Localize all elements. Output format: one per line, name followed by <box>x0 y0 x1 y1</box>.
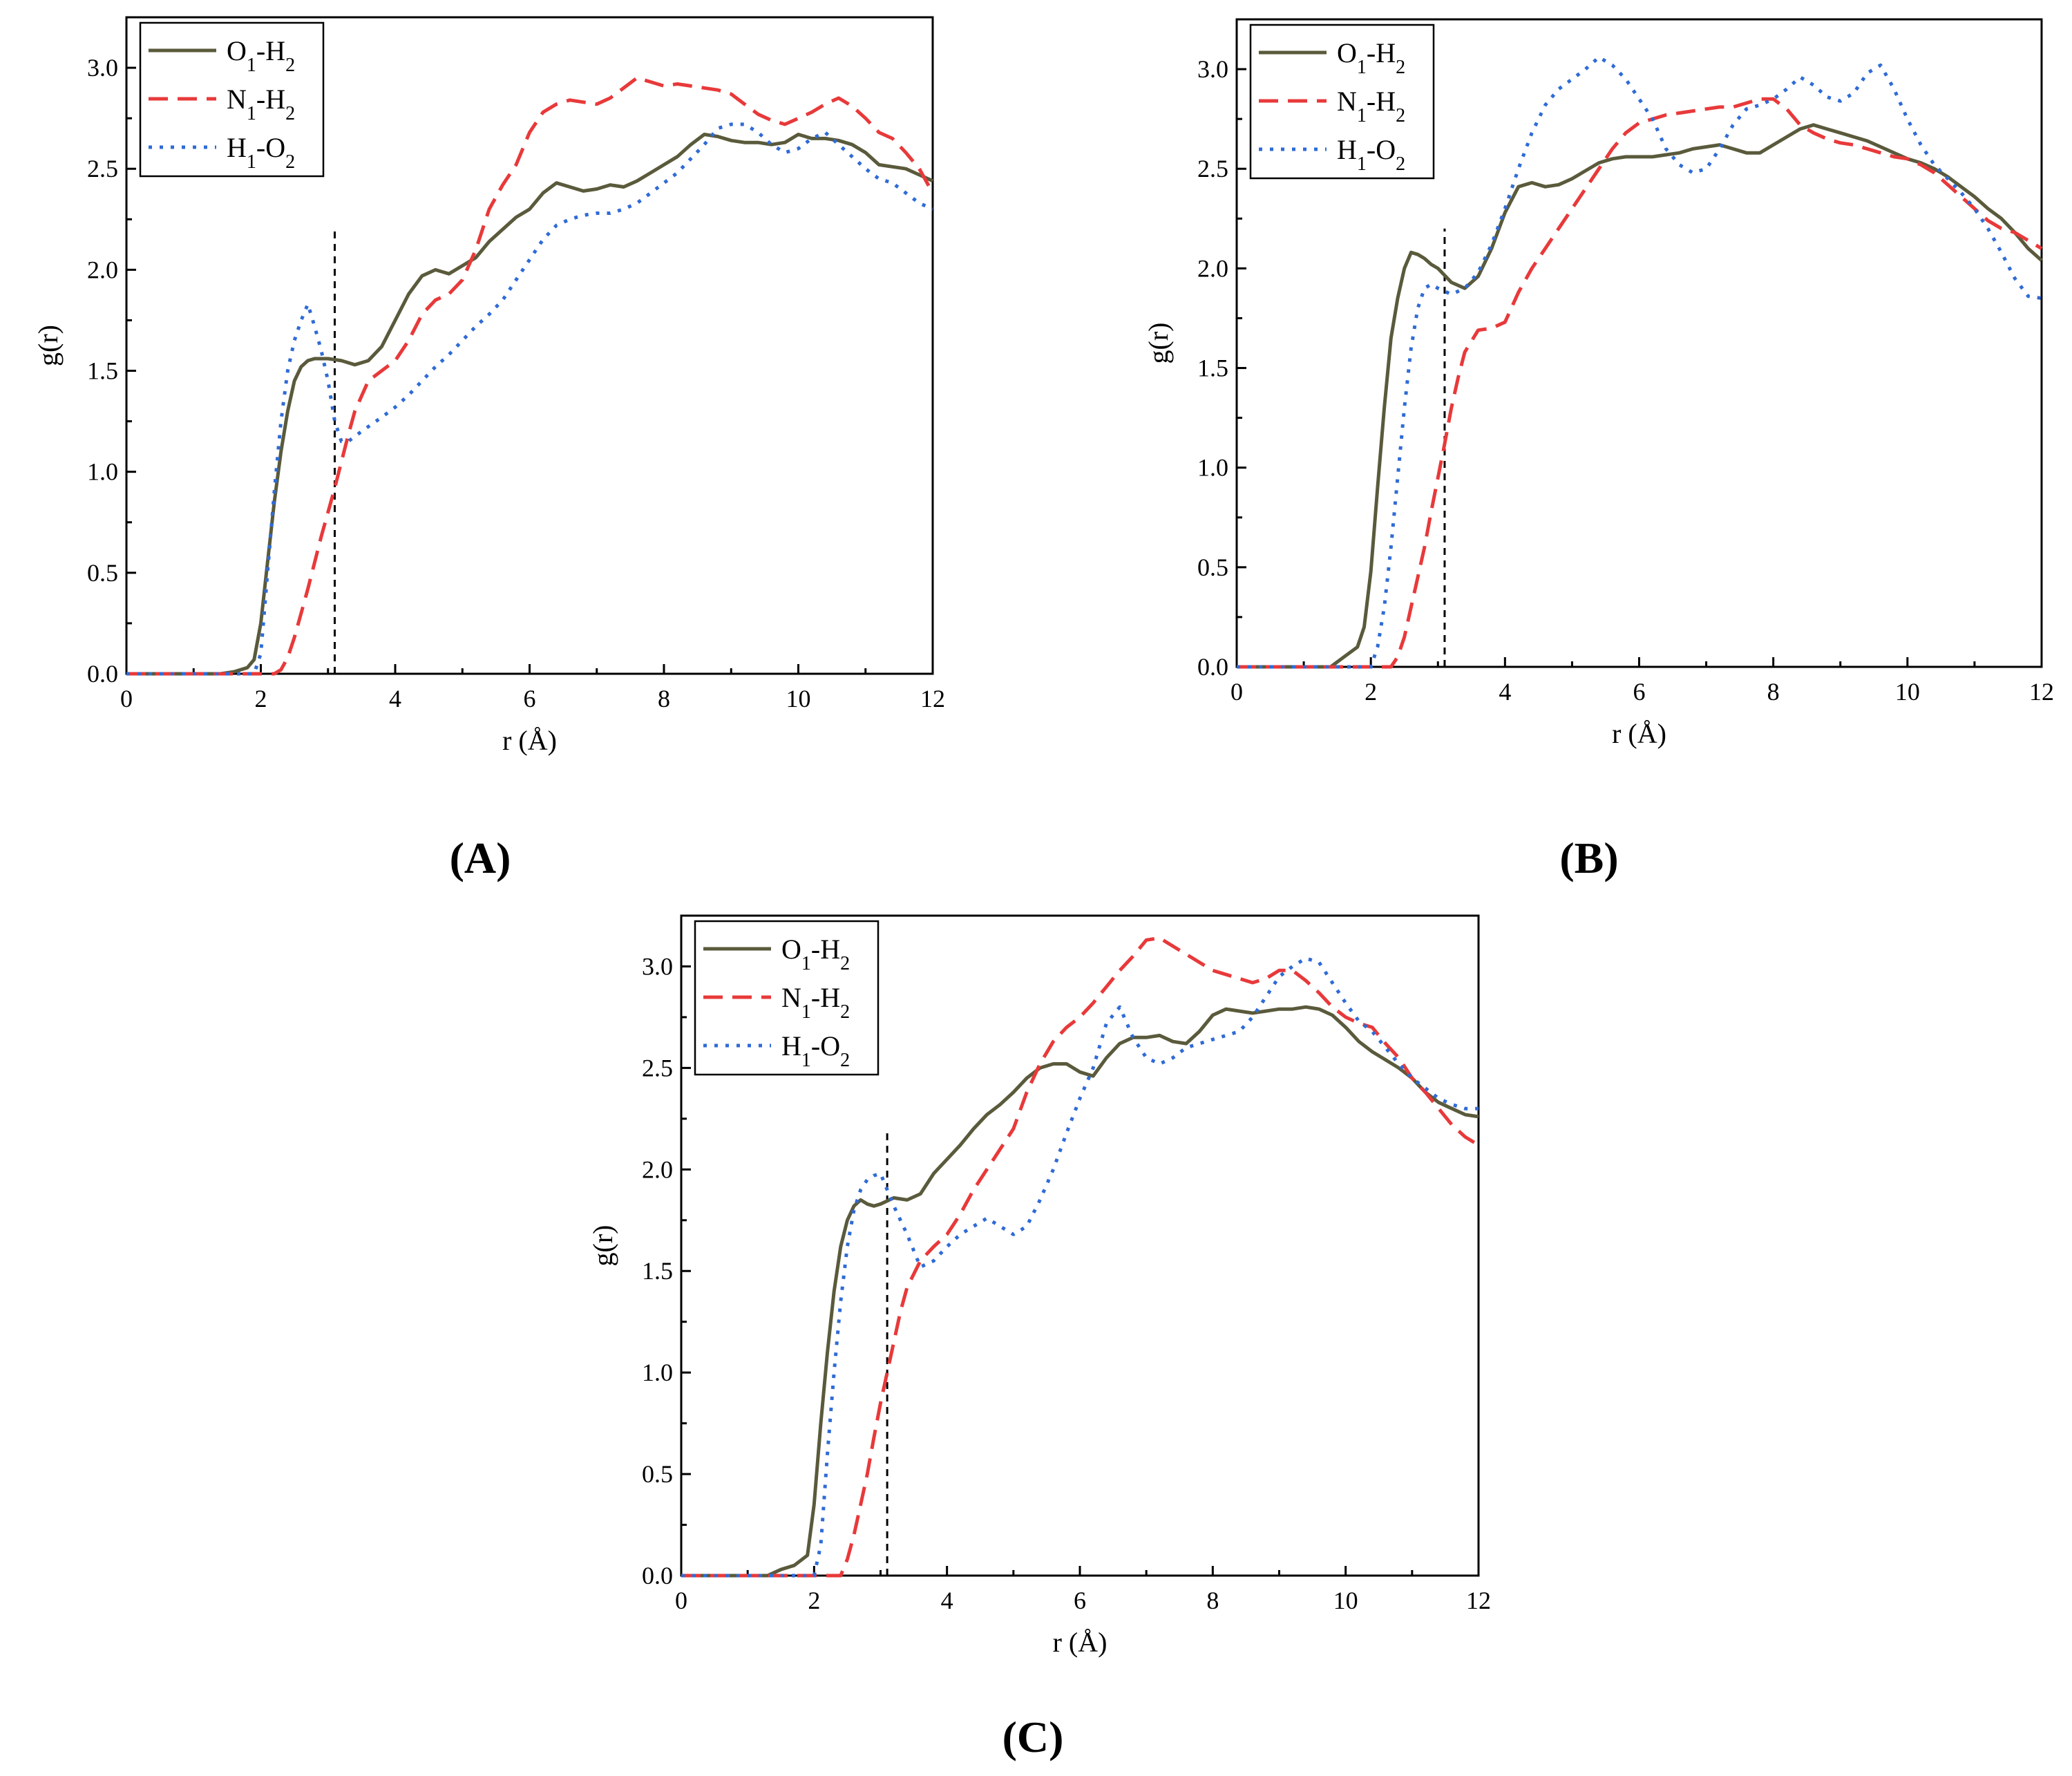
panel-b-x-tick-label: 4 <box>1499 678 1511 706</box>
panel-b-y-tick-label: 1.5 <box>1197 355 1228 382</box>
panel-c-y-tick-label: 0.5 <box>642 1460 673 1488</box>
panel-a: 0 2 4 6 8 10 12 0.0 0.5 1.0 1.5 2.0 2.5 3.0 r (Å) g(r) O… <box>32 16 945 882</box>
panel-b-x-axis-label: r (Å) <box>1612 718 1666 749</box>
panel-a-legend-label: H1-O2 <box>227 132 295 173</box>
panel-b-series-n1-h2 <box>1237 97 2043 669</box>
panel-c-y-tick-label: 2.0 <box>642 1155 673 1183</box>
panel-a-y-tick-label: 3.0 <box>87 54 118 82</box>
panel-a-y-tick-label: 2.5 <box>87 155 118 182</box>
panel-a-series-o1-h2 <box>126 133 934 676</box>
panel-b-legend-label: N1-H2 <box>1337 86 1405 126</box>
panel-b-series-o1-h2 <box>1237 123 2043 669</box>
panel-b-x-tick-label: 6 <box>1633 678 1646 706</box>
panel-a-y-tick-label: 1.5 <box>87 357 118 385</box>
panel-c-legend-label: O1-H2 <box>781 934 850 974</box>
panel-a-x-tick-label: 0 <box>120 685 133 712</box>
panel-c-series-h1-o2 <box>681 956 1479 1578</box>
panel-c-x-tick-label: 6 <box>1074 1587 1086 1614</box>
panel-a-y-tick-label: 1.0 <box>87 458 118 486</box>
panel-c-x-tick-label: 8 <box>1206 1587 1219 1614</box>
panel-a-series-n1-h2 <box>126 76 935 676</box>
panel-c-x-tick-label: 4 <box>941 1587 953 1614</box>
panel-b-x-tick-label: 8 <box>1767 678 1780 706</box>
panel-a-y-tick-label: 0.5 <box>87 559 118 587</box>
panel-a-y-tick-label: 0.0 <box>87 660 118 688</box>
panel-c-x-tick-label: 2 <box>808 1587 820 1614</box>
panel-b-legend-label: O1-H2 <box>1337 37 1405 78</box>
panel-c-x-tick-label: 12 <box>1466 1587 1491 1614</box>
panel-c-series-o1-h2 <box>681 1005 1479 1578</box>
panel-b-y-tick-label: 2.5 <box>1197 155 1228 182</box>
panel-a-x-tick-label: 2 <box>255 685 267 712</box>
panel-c-y-tick-label: 1.5 <box>642 1257 673 1285</box>
panel-b-legend <box>1249 23 1435 180</box>
panel-a-y-tick-label: 2.0 <box>87 256 118 283</box>
panel-a-x-tick-label: 10 <box>786 685 811 712</box>
panel-c-y-axis-label: g(r) <box>587 1225 618 1267</box>
panel-a-x-axis-label: r (Å) <box>502 725 557 756</box>
panel-c-x-tick-label: 10 <box>1333 1587 1358 1614</box>
panel-c-legend-label: H1-O2 <box>781 1030 850 1071</box>
panel-a-x-tick-label: 12 <box>920 685 945 712</box>
panel-b-y-axis-label: g(r) <box>1143 323 1174 364</box>
panel-b-x-tick-label: 0 <box>1230 678 1243 706</box>
panel-c-label: (C) <box>1002 1712 1064 1761</box>
panel-a-y-axis-label: g(r) <box>32 325 64 366</box>
panel-b-y-tick-label: 0.0 <box>1197 653 1228 681</box>
panel-b-label: (B) <box>1559 833 1618 882</box>
panel-b-x-tick-label: 12 <box>2029 678 2054 706</box>
panel-c-y-tick-label: 0.0 <box>642 1562 673 1589</box>
panel-c-legend <box>694 920 880 1076</box>
panel-a-legend-label: O1-H2 <box>227 35 295 76</box>
panel-c-plot: 0 2 4 6 8 10 12 0.0 0.5 1.0 1.5 2.0 2.5 3.0 r (Å) g(r) O… <box>587 914 1491 1658</box>
panel-b: 0 2 4 6 8 10 12 0.0 0.5 1.0 1.5 2.0 2.5 3.0 r (Å) g(r) O… <box>1143 18 2054 882</box>
panel-b-y-tick-label: 1.0 <box>1197 454 1228 482</box>
panel-b-x-tick-label: 10 <box>1895 678 1920 706</box>
panel-c-x-axis-label: r (Å) <box>1053 1627 1108 1658</box>
panel-c-y-tick-label: 3.0 <box>642 952 673 980</box>
panel-a-x-tick-label: 8 <box>658 685 670 712</box>
panel-a-legend <box>139 21 325 178</box>
panel-a-label: (A) <box>450 833 511 882</box>
panel-a-x-tick-label: 6 <box>524 685 536 712</box>
panel-c-legend-label: N1-H2 <box>781 982 850 1023</box>
panel-b-plot: 0 2 4 6 8 10 12 0.0 0.5 1.0 1.5 2.0 2.5 3.0 r (Å) g(r) O… <box>1143 18 2054 749</box>
panel-b-y-tick-label: 0.5 <box>1197 554 1228 581</box>
panel-a-plot: 0 2 4 6 8 10 12 0.0 0.5 1.0 1.5 2.0 2.5 3.0 r (Å) g(r) O… <box>32 16 945 756</box>
panel-a-x-tick-label: 4 <box>389 685 401 712</box>
panel-b-legend-label: H1-O2 <box>1337 134 1405 175</box>
panel-b-x-tick-label: 2 <box>1365 678 1377 706</box>
panel-c-y-tick-label: 1.0 <box>642 1359 673 1386</box>
panel-c-y-tick-label: 2.5 <box>642 1054 673 1081</box>
panel-b-y-tick-label: 3.0 <box>1197 55 1228 83</box>
panel-c: 0 2 4 6 8 10 12 0.0 0.5 1.0 1.5 2.0 2.5 3.0 r (Å) g(r) O… <box>587 914 1491 1761</box>
panel-c-x-tick-label: 0 <box>675 1587 687 1614</box>
panel-b-y-tick-label: 2.0 <box>1197 254 1228 282</box>
panel-a-legend-label: N1-H2 <box>227 84 295 124</box>
panel-b-series-h1-o2 <box>1237 55 2042 669</box>
